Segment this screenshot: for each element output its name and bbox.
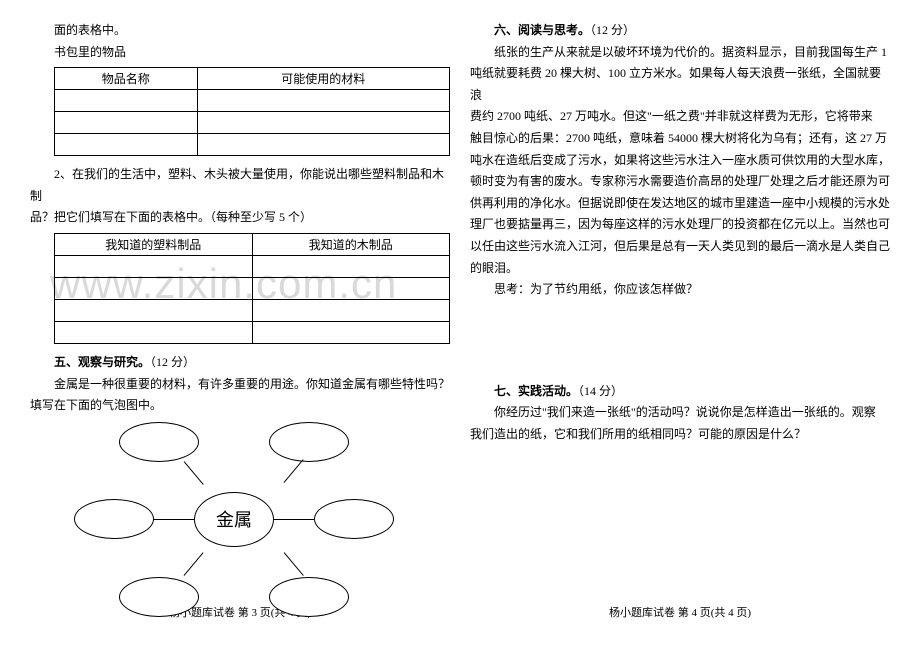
p7: 供再利用的净化水。但据说即使在发达地区的城市里建造一座中小规模的污水处 xyxy=(470,193,890,215)
p4: 触目惊心的后果：2700 吨纸，意味着 54000 棵大树将化为乌有；还有，这 … xyxy=(470,128,890,150)
page-container: 面的表格中。 书包里的物品 物品名称 可能使用的材料 2、在我们的生活中，塑料、… xyxy=(0,0,920,650)
sec7-pts: （14 分） xyxy=(578,384,623,398)
p9: 以任由这些污水流入江河，但后果是总有一天人类见到的最后一滴水是人类自己 xyxy=(470,236,890,258)
intro-text: 面的表格中。 xyxy=(30,20,450,42)
think: 思考：为了节约用纸，你应该怎样做？ xyxy=(470,279,890,301)
table-plastic-wood: 我知道的塑料制品 我知道的木制品 xyxy=(54,233,450,344)
sec5-line1: 金属是一种很重要的材料，有许多重要的用途。你知道金属有哪些特性吗？ xyxy=(30,374,450,396)
sec6-title: 六、阅读与思考。 xyxy=(494,23,590,37)
connector xyxy=(284,459,304,483)
q7-line1: 你经历过"我们来造一张纸"的活动吗？说说你是怎样造出一张纸的。观察 xyxy=(470,402,890,424)
p5: 吨水在造纸后变成了污水，如果将这些污水注入一座水质可供饮用的大型水库， xyxy=(470,150,890,172)
table-row xyxy=(55,299,450,321)
table-row xyxy=(55,277,450,299)
p1: 纸张的生产从来就是以破坏环境为代价的。据资料显示，目前我国每生产 1 xyxy=(470,42,890,64)
section-5-head: 五、观察与研究。（12 分） xyxy=(30,352,450,374)
q2-line1: 2、在我们的生活中，塑料、木头被大量使用，你能说出哪些塑料制品和木制 xyxy=(30,164,450,207)
outer-bubble xyxy=(269,577,349,617)
connector xyxy=(154,519,194,520)
outer-bubble xyxy=(314,499,394,539)
q2-line2: 品？把它们填写在下面的表格中。（每种至少写 5 个） xyxy=(30,207,450,229)
sec7-title: 七、实践活动。 xyxy=(494,384,578,398)
p10: 的眼泪。 xyxy=(470,258,890,280)
section-6-head: 六、阅读与思考。（12 分） xyxy=(470,20,890,42)
sec5-pts: （12 分） xyxy=(150,355,195,369)
p6: 顿时变为有害的废水。专家称污水需要造价高昂的处理厂处理之后才能还原为可 xyxy=(470,171,890,193)
table-row xyxy=(55,255,450,277)
connector xyxy=(274,519,314,520)
sec6-pts: （12 分） xyxy=(590,23,635,37)
table-row xyxy=(55,90,450,112)
right-column: 六、阅读与思考。（12 分） 纸张的生产从来就是以破坏环境为代价的。据资料显示，… xyxy=(460,20,890,620)
outer-bubble xyxy=(269,422,349,462)
p3: 费约 2700 吨纸、27 万吨水。但这"一纸之费"并非就这样费为无形，它将带来 xyxy=(470,106,890,128)
bubble-diagram: 金属 xyxy=(54,417,434,594)
footer-left: 杨小题库试卷 第 3 页(共 4 页) xyxy=(30,594,450,620)
connector xyxy=(184,461,204,485)
sec5-line2: 填写在下面的气泡图中。 xyxy=(30,395,450,417)
connector xyxy=(184,552,204,576)
outer-bubble xyxy=(74,499,154,539)
table-row xyxy=(55,134,450,156)
t1-h1: 物品名称 xyxy=(55,68,198,90)
connector xyxy=(284,552,304,576)
footer-right: 杨小题库试卷 第 4 页(共 4 页) xyxy=(470,594,890,620)
table-row xyxy=(55,112,450,134)
t2-h2: 我知道的木制品 xyxy=(252,233,450,255)
left-column: 面的表格中。 书包里的物品 物品名称 可能使用的材料 2、在我们的生活中，塑料、… xyxy=(30,20,460,620)
schoolbag-label: 书包里的物品 xyxy=(30,42,450,64)
p8: 理厂也要掂量再三，因为每座这样的污水处理厂的投资都在亿元以上。当然也可 xyxy=(470,214,890,236)
table-items-materials: 物品名称 可能使用的材料 xyxy=(54,67,450,156)
q7-line2: 我们造出的纸，它和我们所用的纸相同吗？可能的原因是什么？ xyxy=(470,424,890,446)
table-row xyxy=(55,321,450,343)
section-7-head: 七、实践活动。（14 分） xyxy=(470,381,890,403)
sec5-title: 五、观察与研究。 xyxy=(54,355,150,369)
outer-bubble xyxy=(119,577,199,617)
spacer xyxy=(470,301,890,381)
t2-h1: 我知道的塑料制品 xyxy=(55,233,253,255)
p2: 吨纸就要耗费 20 棵大树、100 立方米水。如果每人每天浪费一张纸，全国就要浪 xyxy=(470,63,890,106)
t1-h2: 可能使用的材料 xyxy=(197,68,449,90)
outer-bubble xyxy=(119,422,199,462)
center-bubble: 金属 xyxy=(194,492,274,547)
